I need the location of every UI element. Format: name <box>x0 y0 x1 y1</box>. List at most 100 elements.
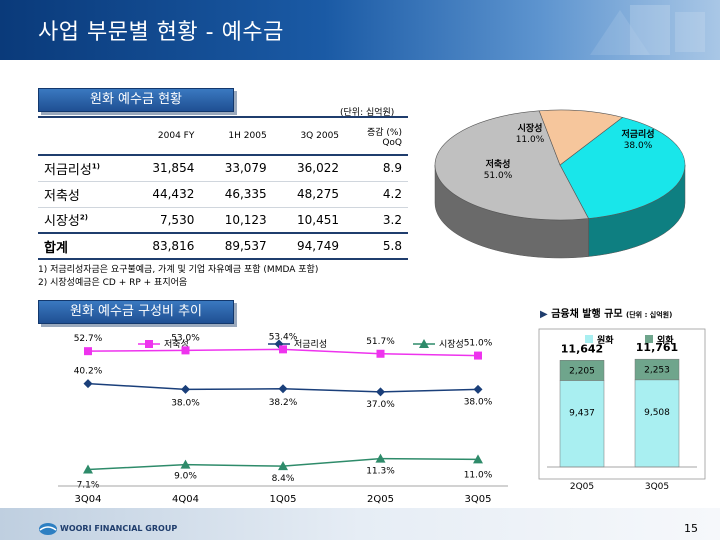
data-label: 53.0% <box>171 333 200 343</box>
pie-slice-category-label: 저금리성 <box>621 128 654 140</box>
data-point <box>181 346 190 355</box>
data-label: 38.2% <box>269 398 298 408</box>
legend-marker <box>419 339 429 348</box>
debenture-issuance-bar-chart: 원화 외화 9,437 2,205 11,642 2Q05 9,508 2,253 11,761… <box>538 328 706 492</box>
data-point <box>376 387 385 397</box>
x-tick-label: 2Q05 <box>367 494 394 505</box>
pie-slice-category-label: 시장성 <box>518 122 543 134</box>
bar-value-label: 2,205 <box>569 366 595 376</box>
data-label: 38.0% <box>171 398 200 408</box>
qoq-header-label: QoQ <box>382 137 402 148</box>
bar-segment <box>559 360 605 381</box>
row-label: 저축성 <box>38 181 128 208</box>
data-point <box>473 454 483 464</box>
page-title: 사업 부문별 현황 - 예수금 <box>38 20 284 45</box>
data-point <box>84 347 92 356</box>
table-cell: 44,432 <box>128 181 201 208</box>
page-number: 15 <box>684 522 698 535</box>
debenture-title: ▶ 금융채 발행 규모 (단위 : 십억원) <box>540 305 672 320</box>
data-point <box>83 464 93 474</box>
data-label: 11.3% <box>366 467 395 477</box>
data-point <box>278 461 288 471</box>
pie-slice-value-label: 11.0% <box>516 135 545 145</box>
col-header-label <box>38 116 128 156</box>
legend-label: 저축성 <box>164 339 189 350</box>
table-cell: 89,537 <box>200 232 273 260</box>
col-header-1h2005: 1H 2005 <box>200 116 273 156</box>
legend-label: 외화 <box>657 334 674 346</box>
unit-label: (단위: 십억원) <box>340 108 395 118</box>
pie-slice-category-label: 저축성 <box>486 158 511 170</box>
x-tick-label: 3Q05 <box>645 482 669 492</box>
header-banner: 사업 부문별 현황 - 예수금 <box>0 0 720 60</box>
legend-marker <box>145 340 153 348</box>
legend-swatch <box>645 335 653 343</box>
table-cell: 33,079 <box>200 155 273 182</box>
x-tick-label: 2Q05 <box>570 482 594 492</box>
row-label: 저금리성1) <box>38 155 128 182</box>
woori-logo-icon <box>39 523 57 535</box>
data-point <box>375 453 386 463</box>
pie-slice <box>434 110 590 221</box>
table-cell: 83,816 <box>128 232 201 260</box>
table-cell: 36,022 <box>272 155 346 182</box>
legend-swatch <box>585 335 593 343</box>
table-cell: 46,335 <box>200 181 273 208</box>
table-cell: 10,123 <box>200 207 273 234</box>
footnote-1: 1) 저금리성자금은 요구불예금, 가계 및 기업 자유예금 포함 (MMDA … <box>38 265 319 275</box>
data-label: 9.0% <box>174 472 197 482</box>
data-point <box>83 379 93 389</box>
pie-slice-value-label: 38.0% <box>624 141 653 151</box>
table-row: 시장성2) 7,530 10,123 10,451 3.2 <box>38 207 408 234</box>
data-label: 51.0% <box>464 339 493 349</box>
data-label: 52.7% <box>74 334 103 344</box>
data-label: 53.4% <box>269 332 298 342</box>
debenture-title-text: 금융채 발행 규모 <box>551 309 623 320</box>
footnotes: 1) 저금리성자금은 요구불예금, 가계 및 기업 자유예금 포함 (MMDA … <box>38 264 318 290</box>
bar-segment <box>634 379 680 468</box>
bar-value-label: 9,508 <box>644 408 670 418</box>
legend-label: 시장성 <box>439 339 464 350</box>
deposit-mix-line-chart: 저축성 저금리성 시장성 52.7% 53.0% 53.4% 51.7% 51.0% 40.2%… <box>58 332 508 505</box>
bar-total-label: 11,761 <box>636 341 678 354</box>
footnote-marker: 1) <box>91 162 100 171</box>
bar-value-label: 2,253 <box>644 366 670 376</box>
table-cell: 7,530 <box>128 207 201 234</box>
footnote-marker: 2) <box>79 213 88 222</box>
bar-segment <box>634 358 680 381</box>
header-decoration <box>590 5 705 55</box>
data-label: 38.0% <box>464 397 493 407</box>
table-cell: 94,749 <box>272 232 346 260</box>
col-header-change: 증감 (%) QoQ <box>345 116 408 156</box>
table-cell: 48,275 <box>272 181 346 208</box>
data-point <box>376 349 385 358</box>
bar-total-label: 11,642 <box>561 342 603 355</box>
legend-label: 원화 <box>597 334 614 346</box>
section-deposit-status-label: 원화 예수금 현황 <box>38 88 234 112</box>
data-point <box>180 459 191 469</box>
table-total-row: 합계 83,816 89,537 94,749 5.8 <box>38 232 408 260</box>
x-tick-label: 3Q04 <box>75 494 102 505</box>
data-point <box>278 384 288 394</box>
section-mix-trend-label: 원화 예수금 구성비 추이 <box>38 300 234 324</box>
debenture-unit: (단위 : 십억원) <box>626 311 673 319</box>
data-point <box>474 351 482 360</box>
col-header-3q2005: 3Q 2005 <box>272 116 346 156</box>
bar-segment <box>559 380 605 468</box>
col-header-2004fy: 2004 FY <box>128 116 201 156</box>
table-cell: 3.2 <box>345 207 408 234</box>
total-label: 합계 <box>38 232 128 260</box>
x-tick-label: 3Q05 <box>465 494 492 505</box>
footer-bar <box>0 508 720 540</box>
change-header-label: 증감 (%) <box>367 127 402 138</box>
table-row: 저축성 44,432 46,335 48,275 4.2 <box>38 181 408 208</box>
data-label: 37.0% <box>366 400 395 410</box>
data-label: 11.0% <box>464 470 493 480</box>
bar-value-label: 9,437 <box>569 408 595 418</box>
data-point <box>279 345 287 354</box>
table-cell: 10,451 <box>272 207 346 234</box>
deposit-table: 2004 FY 1H 2005 3Q 2005 증감 (%) QoQ 저금리성1… <box>38 116 408 260</box>
x-tick-label: 4Q04 <box>172 494 199 505</box>
table-cell: 4.2 <box>345 181 408 208</box>
